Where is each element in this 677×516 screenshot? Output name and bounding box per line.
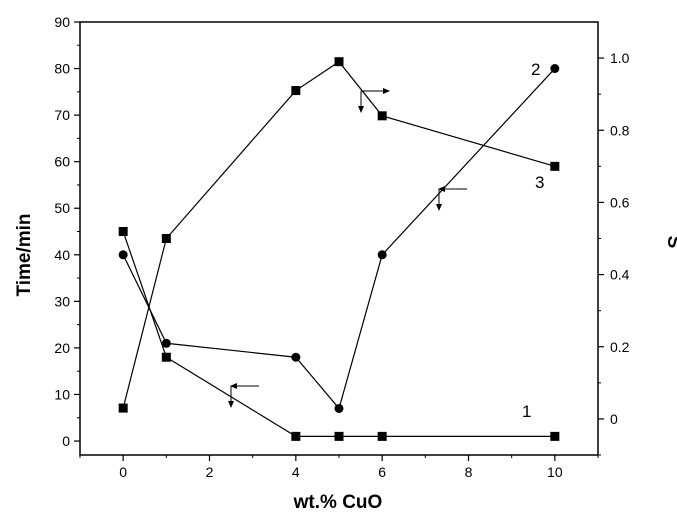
series-line-1	[122, 231, 555, 437]
series-2-point	[550, 64, 560, 74]
x-tick-label: 6	[378, 464, 386, 480]
arrow-series-3	[358, 88, 390, 113]
series-label-3: 3	[535, 173, 544, 192]
series-1-point	[291, 431, 301, 441]
right-tick-label: 1.0	[610, 50, 630, 66]
axis-indicator-arrows	[228, 88, 467, 408]
series-1-point	[118, 227, 128, 237]
series-2-point	[334, 403, 344, 413]
plot-border	[79, 21, 599, 456]
series-1-point	[334, 431, 344, 441]
series-3-point	[550, 161, 560, 171]
arrow-head	[230, 383, 237, 389]
series-3-point	[334, 57, 344, 67]
left-tick-label: 0	[62, 433, 70, 449]
x-axis-title: wt.% CuO	[293, 492, 383, 513]
arrow-series-1	[228, 383, 259, 408]
y-axis-left-title: Time/min	[14, 213, 35, 296]
left-tick-label: 30	[54, 293, 70, 309]
right-tick-label: 0.6	[610, 194, 630, 210]
left-tick-label: 90	[54, 14, 70, 30]
series-label-2: 2	[531, 60, 540, 79]
series-layer	[118, 57, 560, 441]
left-tick-label: 40	[54, 247, 70, 263]
x-tick-label: 10	[547, 464, 563, 480]
y-axis-right-title: S	[663, 236, 677, 249]
series-3-point	[118, 403, 128, 413]
series-3-point	[291, 86, 301, 96]
x-tick-label: 8	[465, 464, 473, 480]
series-2-point	[118, 250, 128, 260]
arrow-drop-head	[358, 106, 364, 113]
arrow-drop-head	[436, 204, 442, 211]
x-tick-label: 0	[119, 464, 127, 480]
left-tick-label: 80	[54, 61, 70, 77]
series-label-1: 1	[522, 402, 531, 421]
plot-frame	[79, 21, 599, 456]
right-axis-ticks: 0 0.2 0.4 0.6 0.8 1.0	[598, 50, 630, 456]
right-tick-label: 0.4	[610, 267, 630, 283]
arrow-head	[438, 186, 445, 192]
left-axis-ticks: 0 10 20 30 40 50 60 70 80 90	[54, 14, 80, 449]
arrow-drop-head	[228, 401, 234, 408]
left-tick-label: 70	[54, 107, 70, 123]
left-tick-label: 50	[54, 200, 70, 216]
x-tick-label: 2	[206, 464, 214, 480]
arrow-series-2	[436, 186, 467, 211]
x-tick-label: 4	[292, 464, 300, 480]
series-3-point	[377, 111, 387, 121]
series-line-2	[122, 68, 556, 410]
series-2-point	[161, 338, 171, 348]
left-tick-label: 10	[54, 386, 70, 402]
left-tick-label: 20	[54, 340, 70, 356]
series-1-point	[377, 431, 387, 441]
series-1-point	[550, 431, 560, 441]
series-line-3	[122, 60, 556, 409]
arrow-head	[383, 88, 390, 94]
left-tick-label: 60	[54, 154, 70, 170]
right-tick-label: 0	[610, 411, 618, 427]
series-2-point	[377, 250, 387, 260]
series-3-point	[161, 234, 171, 243]
right-tick-label: 0.8	[610, 122, 630, 138]
series-1-point	[161, 352, 171, 362]
right-tick-label: 0.2	[610, 339, 630, 355]
x-axis-ticks: 0 2 4 6 8 10	[79, 455, 599, 480]
series-2-point	[291, 352, 301, 362]
